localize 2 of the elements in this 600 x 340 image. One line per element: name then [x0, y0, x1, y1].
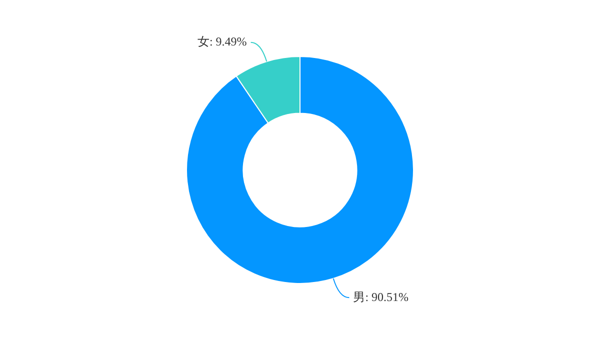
slice-label: 女: 9.49% — [197, 34, 247, 49]
slice-label: 男: 90.51% — [353, 290, 409, 304]
